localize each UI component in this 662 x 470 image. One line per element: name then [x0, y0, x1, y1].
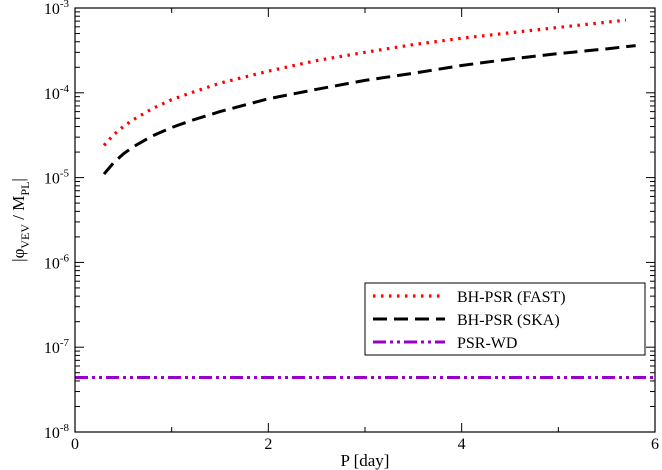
x-tick-label: 2: [264, 436, 272, 453]
y-axis-label: |φVEV / MPL|: [9, 178, 32, 262]
y-tick-label: 10-4: [44, 83, 70, 103]
x-axis-label: P [day]: [341, 451, 390, 470]
plot-frame: [74, 7, 656, 433]
series-line-0: [102, 18, 627, 147]
legend-label-fast: BH-PSR (FAST): [457, 289, 566, 306]
series-line-1: [102, 44, 636, 176]
x-tick-label: 6: [651, 436, 659, 453]
legend-label-ska: BH-PSR (SKA): [457, 312, 560, 329]
legend-label-psr-wd: PSR-WD: [457, 335, 517, 352]
x-tick-label: 0: [71, 436, 79, 453]
y-tick-label: 10-7: [44, 337, 70, 357]
y-tick-label: 10-5: [44, 168, 70, 188]
legend: BH-PSR (FAST) BH-PSR (SKA) PSR-WD: [364, 282, 646, 356]
plot-area: [75, 18, 655, 379]
y-tick-label: 10-6: [44, 252, 70, 272]
x-tick-label: 4: [458, 436, 466, 453]
axis-ticks: 0 2 4 6 10-8 10-7 10-6 10-5 10-4 10-3: [44, 0, 659, 453]
y-tick-label: 10-8: [44, 422, 70, 442]
y-tick-label: 10-3: [44, 0, 70, 18]
